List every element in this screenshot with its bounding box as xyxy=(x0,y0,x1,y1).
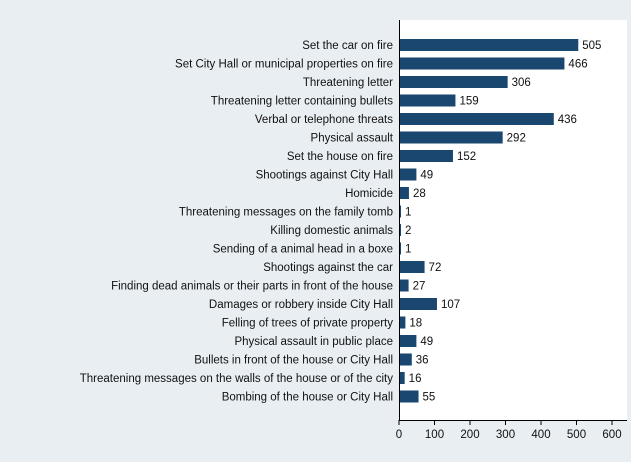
category-label: Set the car on fire xyxy=(302,40,393,52)
value-label: 72 xyxy=(429,262,442,274)
bar xyxy=(399,279,409,292)
value-label: 18 xyxy=(409,318,422,330)
category-label: Killing domestic animals xyxy=(270,225,393,237)
category-label: Bombing of the house or City Hall xyxy=(222,392,393,404)
bar xyxy=(399,131,503,144)
bar xyxy=(399,372,405,384)
category-label: Physical assault in public place xyxy=(234,336,393,348)
bar xyxy=(399,94,456,107)
category-label: Damages or robbery inside City Hall xyxy=(209,299,393,311)
value-label: 2 xyxy=(405,225,411,237)
bar xyxy=(399,113,554,125)
bar xyxy=(399,150,453,162)
category-label: Felling of trees of private property xyxy=(222,318,394,330)
category-label: Homicide xyxy=(345,188,393,200)
category-label: Threatening messages on the walls of the… xyxy=(80,373,393,385)
category-label: Sending of a animal head in a boxe xyxy=(213,244,393,256)
bar xyxy=(399,390,419,403)
category-label: Physical assault xyxy=(311,133,394,145)
value-label: 505 xyxy=(582,40,601,52)
bar xyxy=(399,353,412,366)
category-label: Verbal or telephone threats xyxy=(255,114,393,126)
value-label: 159 xyxy=(459,96,478,108)
category-label: Set City Hall or municipal properties on… xyxy=(175,59,393,71)
value-label: 16 xyxy=(409,373,422,385)
value-label: 1 xyxy=(405,207,411,219)
x-tick-label: 300 xyxy=(496,429,515,441)
bar xyxy=(399,76,508,88)
bar xyxy=(399,298,437,310)
value-label: 1 xyxy=(405,244,411,256)
bar xyxy=(399,39,579,51)
category-label: Set the house on fire xyxy=(287,151,393,163)
bar xyxy=(399,187,409,199)
category-label: Bullets in front of the house or City Ha… xyxy=(194,355,393,367)
x-tick-label: 600 xyxy=(602,429,621,441)
value-label: 152 xyxy=(457,151,476,163)
category-label: Threatening letter xyxy=(303,77,393,89)
value-label: 55 xyxy=(423,392,436,404)
x-tick-label: 500 xyxy=(567,429,586,441)
bar xyxy=(399,57,565,70)
value-label: 466 xyxy=(568,59,587,71)
category-label: Shootings against the car xyxy=(263,262,393,274)
x-tick-label: 100 xyxy=(425,429,444,441)
category-label: Threatening messages on the family tomb xyxy=(179,207,393,219)
x-tick-label: 400 xyxy=(531,429,550,441)
category-label: Finding dead animals or their parts in f… xyxy=(111,281,393,293)
value-label: 306 xyxy=(512,77,531,89)
value-label: 49 xyxy=(420,336,433,348)
value-label: 27 xyxy=(413,281,426,293)
value-label: 28 xyxy=(413,188,426,200)
value-label: 36 xyxy=(416,355,429,367)
bar xyxy=(399,335,417,347)
bar xyxy=(399,316,406,329)
category-label: Threatening letter containing bullets xyxy=(211,96,393,108)
bar xyxy=(399,261,425,273)
value-label: 292 xyxy=(507,133,526,145)
value-label: 49 xyxy=(420,170,433,182)
x-tick-label: 0 xyxy=(396,429,402,441)
value-label: 107 xyxy=(441,299,460,311)
x-tick-label: 200 xyxy=(460,429,479,441)
category-label: Shootings against City Hall xyxy=(256,170,393,182)
bar xyxy=(399,168,417,181)
value-label: 436 xyxy=(558,114,577,126)
